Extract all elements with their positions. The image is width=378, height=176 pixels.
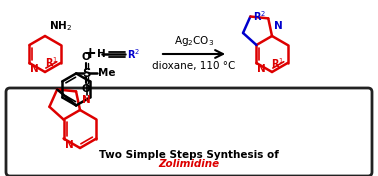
Text: R$^2$: R$^2$ [127, 47, 140, 61]
Text: Ag$_2$CO$_3$: Ag$_2$CO$_3$ [174, 34, 214, 48]
FancyBboxPatch shape [6, 88, 372, 176]
Text: R$^1$: R$^1$ [271, 56, 285, 70]
Text: H: H [97, 49, 106, 59]
Text: Me: Me [98, 68, 116, 78]
Text: dioxane, 110 °C: dioxane, 110 °C [152, 61, 236, 71]
Text: O: O [82, 84, 90, 95]
Text: N: N [82, 95, 91, 105]
Text: N: N [30, 64, 39, 74]
Text: O: O [82, 52, 90, 62]
Text: Two Simple Steps Synthesis of: Two Simple Steps Synthesis of [99, 150, 279, 160]
Text: N: N [274, 21, 283, 31]
Text: N: N [257, 64, 266, 74]
Text: NH$_2$: NH$_2$ [49, 19, 72, 33]
Text: S: S [82, 67, 90, 80]
Text: N: N [65, 140, 73, 149]
Text: R$^2$: R$^2$ [253, 10, 266, 23]
Text: +: + [84, 46, 96, 61]
Text: R$^1$: R$^1$ [45, 55, 59, 69]
Text: Zolimidine: Zolimidine [158, 159, 220, 169]
